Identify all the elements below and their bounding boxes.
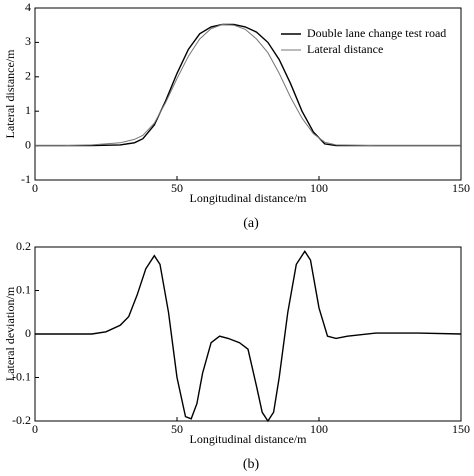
panel-label: (a) bbox=[243, 216, 259, 231]
y-axis-label: Lateral deviation/m bbox=[3, 286, 17, 381]
x-axis-label: Longitudinal distance/m bbox=[190, 191, 308, 205]
x-tick-label: 50 bbox=[171, 181, 183, 195]
data-line bbox=[35, 23, 461, 147]
y-tick-label: 4 bbox=[25, 0, 31, 14]
x-tick-label: 50 bbox=[171, 422, 183, 436]
y-tick-label: -0.2 bbox=[12, 413, 31, 427]
y-tick-label: 0 bbox=[25, 326, 31, 340]
y-tick-label: 0.2 bbox=[16, 239, 31, 253]
x-tick-label: 150 bbox=[452, 422, 470, 436]
panel-label: (b) bbox=[243, 457, 260, 472]
x-tick-label: 0 bbox=[32, 422, 38, 436]
data-line bbox=[35, 250, 462, 423]
legend-label: Lateral distance bbox=[307, 42, 383, 56]
y-tick-label: 0.1 bbox=[16, 282, 31, 296]
y-tick-label: 0 bbox=[25, 137, 31, 151]
x-axis-label: Longitudinal distance/m bbox=[190, 432, 308, 446]
x-tick-label: 0 bbox=[32, 181, 38, 195]
y-tick-label: 2 bbox=[25, 69, 31, 83]
x-tick-label: 150 bbox=[452, 181, 470, 195]
x-tick-label: 100 bbox=[310, 422, 328, 436]
y-tick-label: -0.1 bbox=[12, 369, 31, 383]
y-axis-label: Lateral distance/m bbox=[3, 49, 17, 139]
plot-frame bbox=[34, 246, 462, 422]
legend-label: Double lane change test road bbox=[307, 26, 446, 40]
y-tick-label: -1 bbox=[21, 172, 31, 186]
y-tick-label: 1 bbox=[25, 103, 31, 117]
plot-frame bbox=[34, 7, 462, 181]
y-tick-label: 3 bbox=[25, 34, 31, 48]
data-line bbox=[35, 23, 461, 147]
x-tick-label: 100 bbox=[310, 181, 328, 195]
